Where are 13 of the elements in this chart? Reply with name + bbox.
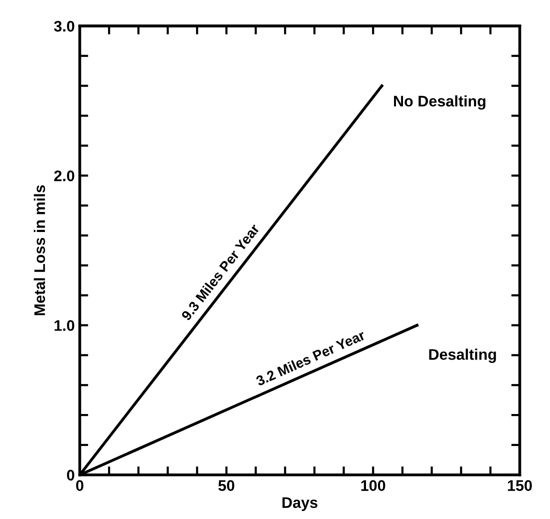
y-tick-label: 0: [66, 470, 74, 481]
y-tick-label: 1.0: [54, 320, 74, 331]
x-tick-label: 150: [508, 480, 532, 491]
annotation: 3.2 Miles Per Year: [255, 330, 366, 386]
x-tick-label: 50: [218, 480, 234, 491]
x-tick-label: 0: [76, 480, 84, 491]
y-axis-title: Metal Loss in mils: [34, 185, 46, 316]
x-tick-label: 100: [361, 480, 386, 491]
legend-label: Desalting: [429, 348, 496, 363]
y-tick-label: 2.0: [54, 170, 74, 182]
y-tick-label: 3.0: [54, 20, 74, 32]
series-label: No Desalting: [394, 95, 486, 110]
x-axis-title: Days: [282, 497, 318, 512]
